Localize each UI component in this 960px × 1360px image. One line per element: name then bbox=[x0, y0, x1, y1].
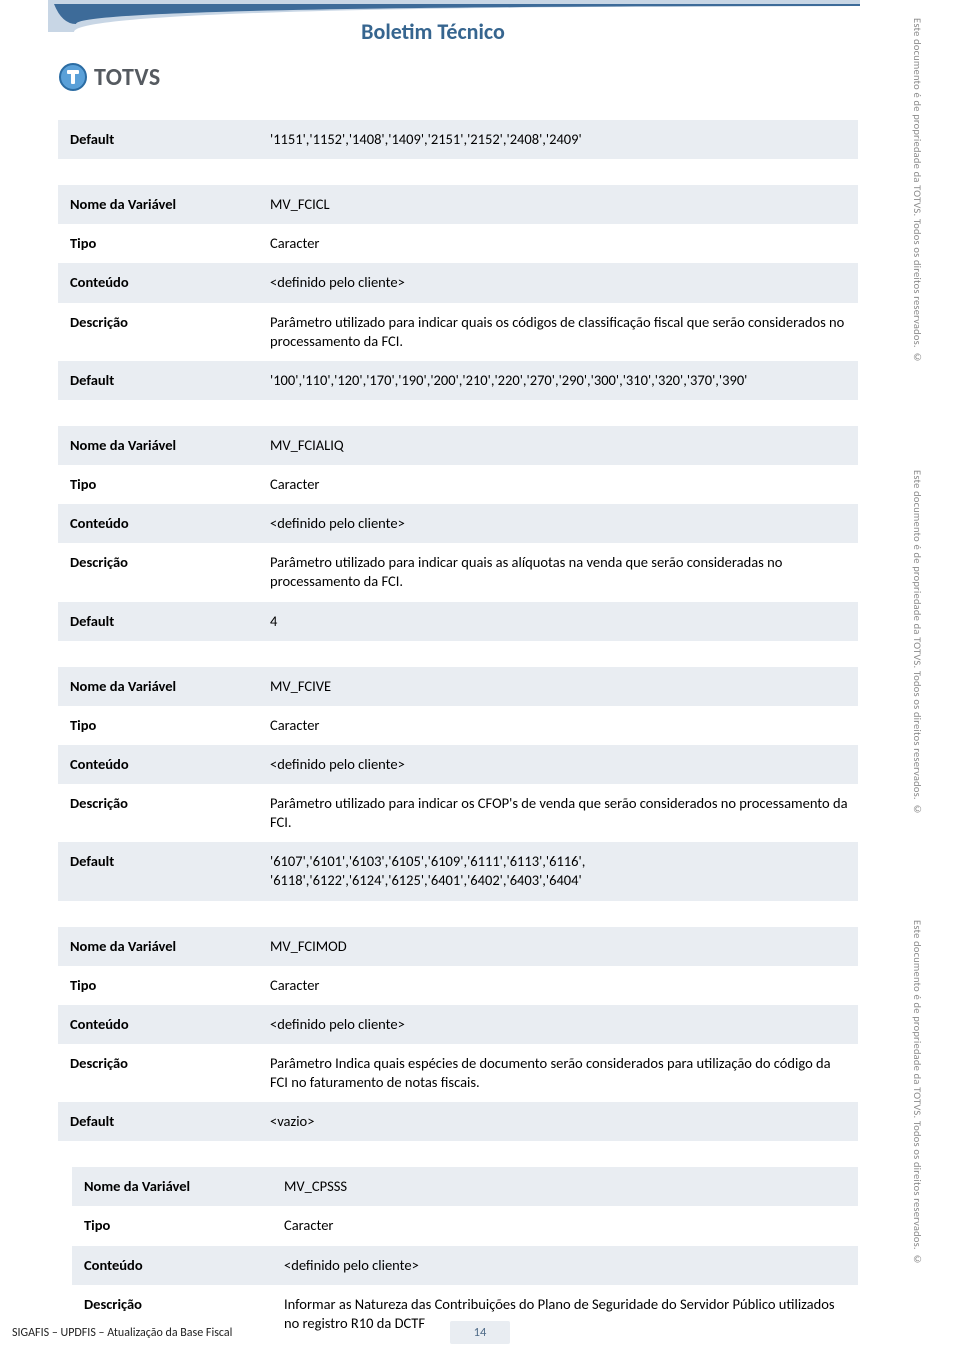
footer-text: SIGAFIS – UPDFIS – Atualização da Base F… bbox=[12, 1326, 232, 1340]
param-block: Nome da VariávelMV_FCIVE TipoCaracter Co… bbox=[58, 667, 858, 901]
field-label: Nome da Variável bbox=[72, 1167, 272, 1206]
field-value: <definido pelo cliente> bbox=[258, 745, 858, 784]
field-label: Default bbox=[58, 602, 258, 641]
page: Boletim Técnico TOTVS Este documento é d… bbox=[0, 0, 960, 1360]
field-value: <definido pelo cliente> bbox=[272, 1246, 858, 1285]
field-label: Tipo bbox=[58, 465, 258, 504]
field-value: <definido pelo cliente> bbox=[258, 504, 858, 543]
field-label: Descrição bbox=[58, 1044, 258, 1102]
field-value: '6107','6101','6103','6105','6109','6111… bbox=[258, 842, 858, 900]
field-value: Parâmetro Indica quais espécies de docum… bbox=[258, 1044, 858, 1102]
field-value: MV_FCIALIQ bbox=[258, 426, 858, 465]
field-value: Parâmetro utilizado para indicar quais o… bbox=[258, 303, 858, 361]
field-value: '1151','1152','1408','1409','2151','2152… bbox=[258, 120, 858, 159]
field-label: Conteúdo bbox=[72, 1246, 272, 1285]
field-label: Conteúdo bbox=[58, 504, 258, 543]
field-label: Descrição bbox=[58, 543, 258, 601]
content-area: Default '1151','1152','1408','1409','215… bbox=[58, 120, 858, 1343]
field-value: 4 bbox=[258, 602, 858, 641]
field-label: Conteúdo bbox=[58, 263, 258, 302]
field-value: '100','110','120','170','190','200','210… bbox=[258, 361, 858, 400]
param-block: Nome da VariávelMV_FCICL TipoCaracter Co… bbox=[58, 185, 858, 400]
field-value: Caracter bbox=[258, 224, 858, 263]
watermark-text: Este documento é de propriedade da TOTVS… bbox=[906, 18, 924, 364]
document-title: Boletim Técnico bbox=[0, 18, 866, 45]
field-value: Parâmetro utilizado para indicar quais a… bbox=[258, 543, 858, 601]
field-value: MV_FCICL bbox=[258, 185, 858, 224]
field-label: Tipo bbox=[58, 224, 258, 263]
page-number: 14 bbox=[450, 1321, 510, 1344]
field-label: Tipo bbox=[58, 706, 258, 745]
field-label: Tipo bbox=[58, 966, 258, 1005]
field-label: Conteúdo bbox=[58, 745, 258, 784]
field-label: Tipo bbox=[72, 1206, 272, 1245]
field-label: Nome da Variável bbox=[58, 426, 258, 465]
field-value: MV_FCIMOD bbox=[258, 927, 858, 966]
logo: TOTVS bbox=[58, 62, 161, 92]
field-value: <vazio> bbox=[258, 1102, 858, 1141]
field-label: Nome da Variável bbox=[58, 185, 258, 224]
field-value: Caracter bbox=[258, 465, 858, 504]
field-label: Descrição bbox=[58, 303, 258, 361]
field-label: Default bbox=[58, 361, 258, 400]
field-label: Conteúdo bbox=[58, 1005, 258, 1044]
field-value: Parâmetro utilizado para indicar os CFOP… bbox=[258, 784, 858, 842]
param-block: Default '1151','1152','1408','1409','215… bbox=[58, 120, 858, 159]
field-label: Descrição bbox=[58, 784, 258, 842]
logo-text: TOTVS bbox=[94, 63, 161, 92]
nested-block-wrap: Nome da VariávelMV_CPSSS TipoCaracter Co… bbox=[58, 1167, 858, 1343]
field-value: <definido pelo cliente> bbox=[258, 263, 858, 302]
param-block: Nome da VariávelMV_FCIALIQ TipoCaracter … bbox=[58, 426, 858, 641]
param-block: Nome da VariávelMV_FCIMOD TipoCaracter C… bbox=[58, 927, 858, 1142]
field-label: Default bbox=[58, 1102, 258, 1141]
field-value: Caracter bbox=[272, 1206, 858, 1245]
field-value: MV_CPSSS bbox=[272, 1167, 858, 1206]
field-value: Informar as Natureza das Contribuições d… bbox=[272, 1285, 858, 1343]
logo-icon bbox=[58, 62, 88, 92]
field-label: Default bbox=[58, 842, 258, 900]
field-value: MV_FCIVE bbox=[258, 667, 858, 706]
field-label: Nome da Variável bbox=[58, 927, 258, 966]
param-block: Nome da VariávelMV_CPSSS TipoCaracter Co… bbox=[72, 1167, 858, 1343]
field-label: Default bbox=[58, 120, 258, 159]
field-label: Nome da Variável bbox=[58, 667, 258, 706]
field-value: Caracter bbox=[258, 706, 858, 745]
field-value: Caracter bbox=[258, 966, 858, 1005]
watermark-text: Este documento é de propriedade da TOTVS… bbox=[906, 470, 924, 816]
field-value: <definido pelo cliente> bbox=[258, 1005, 858, 1044]
watermark-text: Este documento é de propriedade da TOTVS… bbox=[906, 920, 924, 1266]
